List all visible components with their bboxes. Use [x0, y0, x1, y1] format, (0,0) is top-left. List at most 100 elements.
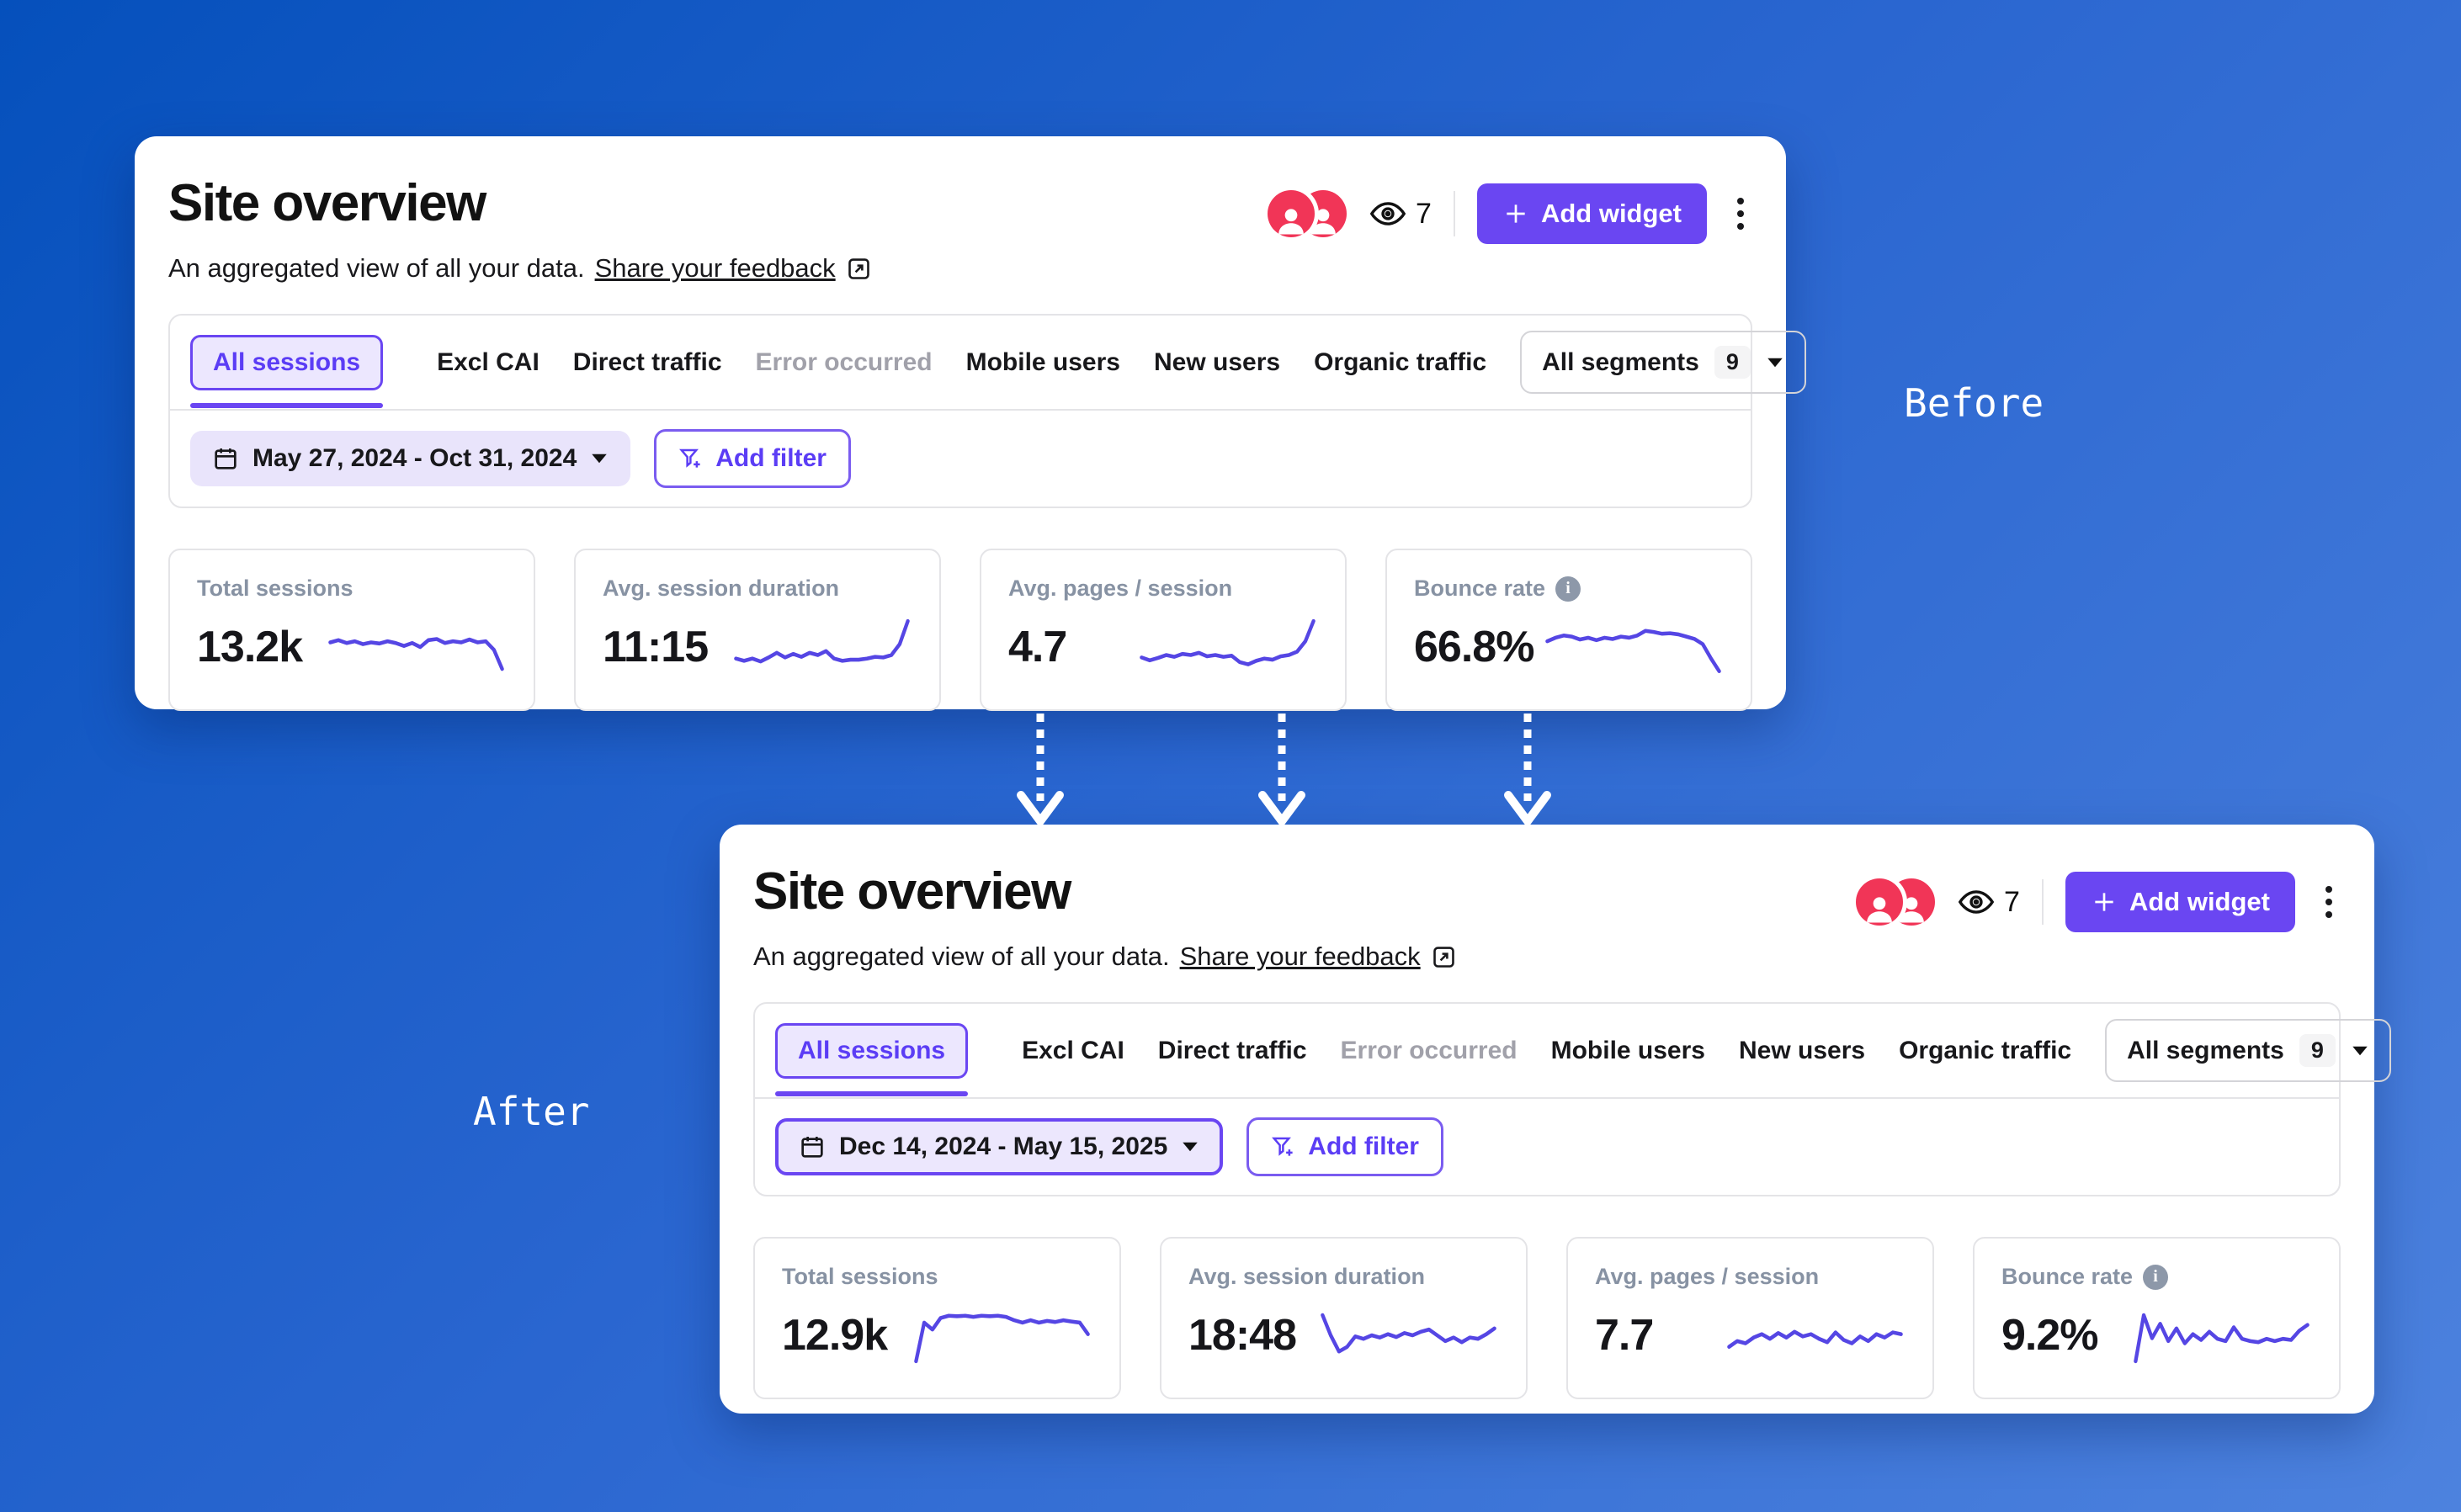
dashed-down-arrow — [1255, 712, 1309, 830]
date-range-picker[interactable]: May 27, 2024 - Oct 31, 2024 — [190, 431, 631, 486]
metric-card-avg-session-duration: Avg. session duration 18:48 — [1160, 1237, 1528, 1399]
viewers-indicator[interactable]: 7 — [1369, 194, 1432, 233]
avatar — [1856, 878, 1904, 926]
subtitle-text: An aggregated view of all your data. — [753, 942, 1170, 971]
add-widget-button[interactable]: Add widget — [1476, 183, 1707, 244]
filters-container: All sessions Excl CAI Direct traffic Err… — [753, 1002, 2391, 1196]
sparkline-chart — [1727, 1329, 1903, 1350]
sparkline-chart — [1140, 618, 1316, 666]
panel-header: Site overview An aggregated view of all … — [168, 173, 1752, 284]
eye-icon — [1957, 883, 1996, 921]
add-widget-button[interactable]: Add widget — [2065, 872, 2295, 932]
tab-error-occurred[interactable]: Error occurred — [755, 347, 933, 376]
filter-plus-icon — [1272, 1137, 1293, 1156]
feedback-link[interactable]: Share your feedback — [1179, 942, 1421, 971]
metric-value: 13.2k — [197, 623, 303, 671]
metric-label: Avg. pages / session — [1595, 1264, 1820, 1289]
metric-card-avg-session-duration: Avg. session duration 11:15 — [574, 549, 941, 711]
add-widget-label: Add widget — [1540, 199, 1682, 228]
tab-mobile-users[interactable]: Mobile users — [1550, 1036, 1705, 1064]
sparkline-chart — [1321, 1313, 1496, 1354]
date-range-value: Dec 14, 2024 - May 15, 2025 — [839, 1133, 1168, 1160]
chevron-down-icon — [1181, 1141, 1199, 1153]
site-overview-panel-after: Site overview An aggregated view of all … — [720, 825, 2391, 1414]
header-controls: 7 Add widget — [1268, 173, 1752, 244]
collaborator-avatars[interactable] — [1856, 878, 1936, 926]
kebab-menu-button[interactable] — [2317, 879, 2341, 925]
tab-new-users[interactable]: New users — [1738, 1036, 1866, 1064]
metric-label: Avg. pages / session — [1008, 576, 1233, 601]
info-icon[interactable] — [1555, 576, 1581, 602]
segments-dropdown[interactable]: All segments 9 — [1520, 331, 1806, 394]
date-filter-row: May 27, 2024 - Oct 31, 2024 Add filter — [170, 411, 1751, 507]
filters-container: All sessions Excl CAI Direct traffic Err… — [168, 314, 1806, 508]
header-controls: 7 Add widget — [1856, 862, 2341, 932]
segments-dropdown[interactable]: All segments 9 — [2105, 1019, 2391, 1082]
tab-error-occurred[interactable]: Error occurred — [1340, 1036, 1518, 1064]
segment-tabs: All sessions Excl CAI Direct traffic Err… — [755, 1004, 2391, 1099]
sparkline-chart — [2134, 1313, 2310, 1364]
page-title: Site overview — [168, 174, 486, 232]
add-filter-label: Add filter — [1308, 1133, 1419, 1160]
viewers-count: 7 — [1416, 197, 1432, 230]
metric-value: 9.2% — [2001, 1311, 2099, 1360]
calendar-icon — [799, 1133, 826, 1160]
after-label: After — [473, 1089, 590, 1134]
segment-tabs: All sessions Excl CAI Direct traffic Err… — [170, 316, 1806, 411]
metric-value: 18:48 — [1188, 1311, 1297, 1360]
tab-organic-traffic[interactable]: Organic traffic — [1314, 347, 1487, 376]
metric-card-bounce-rate: Bounce rate 9.2% — [1973, 1237, 2341, 1399]
dashed-down-arrow — [1013, 712, 1067, 830]
metric-label: Bounce rate — [2001, 1264, 2134, 1289]
avatar — [1268, 190, 1316, 237]
metric-card-total-sessions: Total sessions 13.2k — [168, 549, 535, 711]
tab-excl-cai[interactable]: Excl CAI — [1022, 1036, 1124, 1064]
viewers-count: 7 — [2004, 885, 2020, 918]
info-icon[interactable] — [2143, 1264, 2169, 1290]
tab-mobile-users[interactable]: Mobile users — [965, 347, 1120, 376]
page-title: Site overview — [753, 862, 1071, 920]
kebab-menu-button[interactable] — [1729, 191, 1752, 236]
chevron-down-icon — [2351, 1045, 2369, 1057]
chevron-down-icon — [590, 453, 609, 464]
add-filter-button[interactable]: Add filter — [654, 429, 851, 488]
metric-cards-row: Total sessions 12.9k Avg. session durati… — [753, 1237, 2341, 1399]
subtitle-text: An aggregated view of all your data. — [168, 253, 585, 283]
collaborator-avatars[interactable] — [1268, 190, 1347, 237]
add-widget-label: Add widget — [2129, 887, 2270, 916]
add-filter-button[interactable]: Add filter — [1246, 1117, 1443, 1176]
date-range-value: May 27, 2024 - Oct 31, 2024 — [252, 444, 577, 472]
metric-card-avg-pages-session: Avg. pages / session 7.7 — [1566, 1237, 1934, 1399]
metric-value: 7.7 — [1595, 1311, 1654, 1360]
tab-new-users[interactable]: New users — [1153, 347, 1281, 376]
segments-count-badge: 9 — [1714, 346, 1751, 379]
tab-all-sessions[interactable]: All sessions — [190, 334, 384, 408]
tab-excl-cai[interactable]: Excl CAI — [437, 347, 540, 376]
metric-label: Bounce rate — [1414, 576, 1546, 601]
before-label: Before — [1904, 380, 2044, 426]
divider — [1453, 191, 1455, 236]
chevron-down-icon — [1766, 357, 1784, 369]
sparkline-chart — [1545, 629, 1721, 674]
metric-label: Avg. session duration — [603, 576, 840, 601]
metric-value: 11:15 — [603, 623, 709, 671]
feedback-link[interactable]: Share your feedback — [594, 253, 836, 283]
plus-icon — [2091, 889, 2118, 915]
site-overview-panel-before: Site overview An aggregated view of all … — [135, 136, 1806, 711]
page-subtitle: An aggregated view of all your data. Sha… — [168, 253, 872, 284]
viewers-indicator[interactable]: 7 — [1957, 883, 2020, 921]
eye-icon — [1369, 194, 1407, 233]
tab-direct-traffic[interactable]: Direct traffic — [1157, 1036, 1307, 1064]
external-link-icon[interactable] — [1431, 944, 1457, 970]
tab-organic-traffic[interactable]: Organic traffic — [1899, 1036, 2072, 1064]
dashed-down-arrow — [1501, 712, 1555, 830]
date-range-picker[interactable]: Dec 14, 2024 - May 15, 2025 — [775, 1118, 1224, 1175]
tab-direct-traffic[interactable]: Direct traffic — [572, 347, 722, 376]
segments-label: All segments — [2127, 1036, 2284, 1064]
date-filter-row: Dec 14, 2024 - May 15, 2025 Add filter — [755, 1099, 2339, 1195]
sparkline-chart — [328, 637, 504, 671]
metric-card-avg-pages-session: Avg. pages / session 4.7 — [980, 549, 1347, 711]
tab-all-sessions[interactable]: All sessions — [775, 1022, 969, 1096]
panel-header: Site overview An aggregated view of all … — [753, 862, 2341, 972]
external-link-icon[interactable] — [846, 256, 872, 282]
